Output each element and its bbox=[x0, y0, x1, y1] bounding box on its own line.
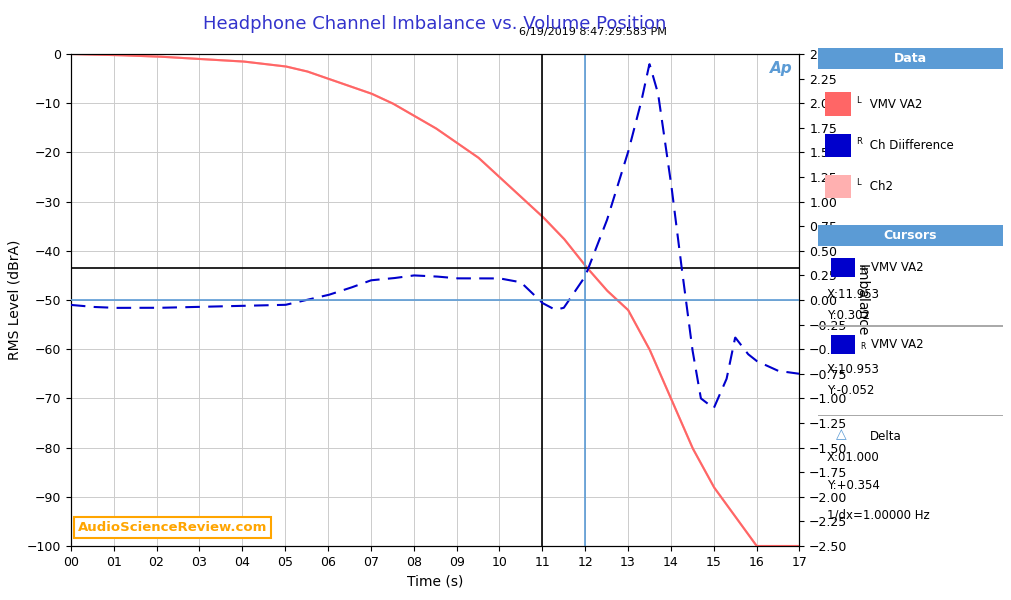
Text: Ch2: Ch2 bbox=[865, 180, 892, 193]
Text: L: L bbox=[855, 96, 860, 105]
Text: △: △ bbox=[835, 428, 846, 442]
Bar bbox=[824, 175, 850, 199]
Text: VMV VA2: VMV VA2 bbox=[870, 338, 923, 350]
Text: R: R bbox=[859, 266, 864, 275]
Text: X:10.953: X:10.953 bbox=[826, 363, 879, 376]
Text: Delta: Delta bbox=[868, 430, 901, 443]
Text: Y:-0.052: Y:-0.052 bbox=[826, 384, 874, 397]
Text: R: R bbox=[859, 343, 864, 352]
Text: VMV VA2: VMV VA2 bbox=[870, 261, 923, 274]
Text: Data: Data bbox=[893, 52, 926, 65]
Text: R: R bbox=[855, 137, 861, 146]
Bar bbox=[817, 325, 1002, 327]
Text: Y:0.302: Y:0.302 bbox=[826, 309, 869, 322]
Text: L: L bbox=[855, 178, 860, 187]
Y-axis label: Imbalance: Imbalance bbox=[853, 264, 867, 336]
Text: Cursors: Cursors bbox=[883, 229, 936, 242]
Bar bbox=[817, 225, 1002, 246]
Bar bbox=[830, 335, 854, 354]
Text: Headphone Channel Imbalance vs. Volume Position: Headphone Channel Imbalance vs. Volume P… bbox=[203, 15, 666, 33]
Text: X:11.953: X:11.953 bbox=[826, 288, 880, 301]
Text: 1/dx=1.00000 Hz: 1/dx=1.00000 Hz bbox=[826, 508, 929, 521]
Text: AudioScienceReview.com: AudioScienceReview.com bbox=[78, 521, 267, 534]
Text: Ch Diifference: Ch Diifference bbox=[865, 139, 952, 152]
X-axis label: Time (s): Time (s) bbox=[406, 574, 463, 588]
Y-axis label: RMS Level (dBrA): RMS Level (dBrA) bbox=[7, 240, 21, 360]
Text: Y:+0.354: Y:+0.354 bbox=[826, 479, 879, 492]
Text: 6/19/2019 8:47:29.583 PM: 6/19/2019 8:47:29.583 PM bbox=[519, 27, 666, 37]
Bar bbox=[824, 133, 850, 157]
Bar bbox=[817, 48, 1002, 68]
Text: Ap: Ap bbox=[768, 61, 792, 76]
Bar bbox=[830, 258, 854, 277]
Text: VMV VA2: VMV VA2 bbox=[865, 98, 921, 111]
Bar bbox=[817, 415, 1002, 416]
Bar bbox=[824, 92, 850, 116]
Text: X:01.000: X:01.000 bbox=[826, 451, 879, 464]
